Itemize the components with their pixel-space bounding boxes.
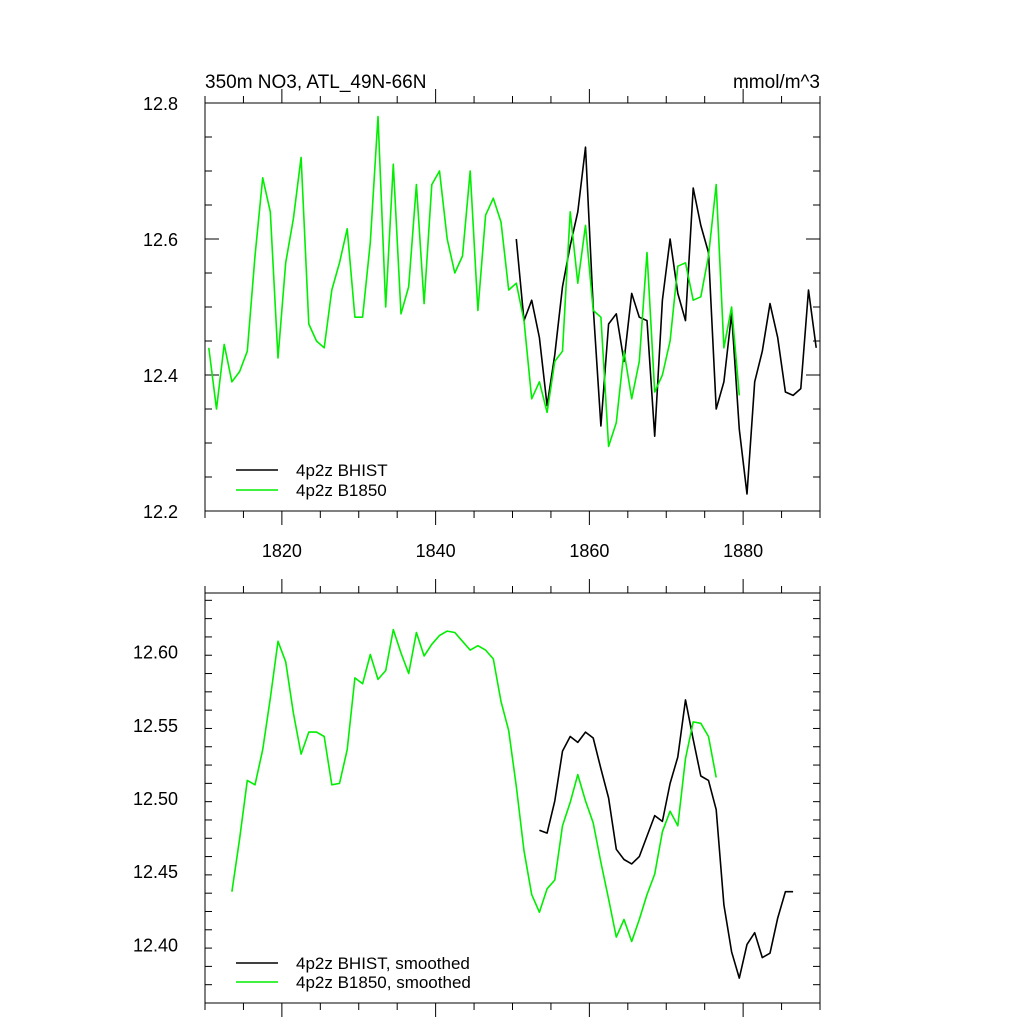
legend-label-b1850-smoothed: 4p2z B1850, smoothed bbox=[296, 973, 471, 992]
top-panel-units: mmol/m^3 bbox=[733, 72, 820, 93]
bottom-series-bhist bbox=[539, 699, 794, 979]
legend-label-bhist-smoothed: 4p2z BHIST, smoothed bbox=[296, 954, 470, 973]
top-ytick-label: 12.4 bbox=[143, 366, 178, 386]
top-series-b1850 bbox=[208, 115, 741, 448]
bottom-ytick-label: 12.55 bbox=[133, 716, 178, 736]
bottom-ytick-label: 12.60 bbox=[133, 643, 178, 663]
bottom-panel-series bbox=[231, 628, 794, 979]
bottom-ytick-label: 12.40 bbox=[133, 935, 178, 955]
top-panel-legend: 4p2z BHIST 4p2z B1850 bbox=[236, 461, 388, 500]
top-plot-frame bbox=[204, 102, 821, 512]
bottom-series-b1850 bbox=[231, 628, 717, 943]
top-panel-axes: 1820 1840 1860 1880 12.2 12.4 12.6 12.8 bbox=[143, 89, 821, 561]
top-xtick-label: 1840 bbox=[416, 541, 456, 561]
top-xtick-label: 1880 bbox=[723, 541, 763, 561]
top-ytick-label: 12.2 bbox=[143, 502, 178, 522]
bottom-ytick-label: 12.50 bbox=[133, 789, 178, 809]
bottom-ytick-label: 12.45 bbox=[133, 862, 178, 882]
top-ytick-label: 12.8 bbox=[143, 94, 178, 114]
bottom-plot-frame bbox=[204, 592, 821, 1004]
bottom-panel-axes: 12.40 12.45 12.50 12.55 12.60 bbox=[133, 579, 821, 1017]
legend-label-b1850: 4p2z B1850 bbox=[296, 481, 387, 500]
legend-label-bhist: 4p2z BHIST bbox=[296, 461, 388, 480]
top-series-bhist bbox=[515, 146, 817, 495]
top-xtick-label: 1820 bbox=[262, 541, 302, 561]
top-ytick-label: 12.6 bbox=[143, 230, 178, 250]
bottom-panel-legend: 4p2z BHIST, smoothed 4p2z B1850, smoothe… bbox=[236, 954, 471, 992]
top-panel-title: 350m NO3, ATL_49N-66N bbox=[205, 72, 426, 93]
top-xtick-label: 1860 bbox=[569, 541, 609, 561]
bottom-panel: 12.40 12.45 12.50 12.55 12.60 4p2z BHIST, sm… bbox=[133, 579, 821, 1017]
top-panel-series bbox=[208, 115, 817, 495]
top-panel: 350m NO3, ATL_49N-66N mmol/m^3 1820 1840 1… bbox=[143, 72, 821, 561]
